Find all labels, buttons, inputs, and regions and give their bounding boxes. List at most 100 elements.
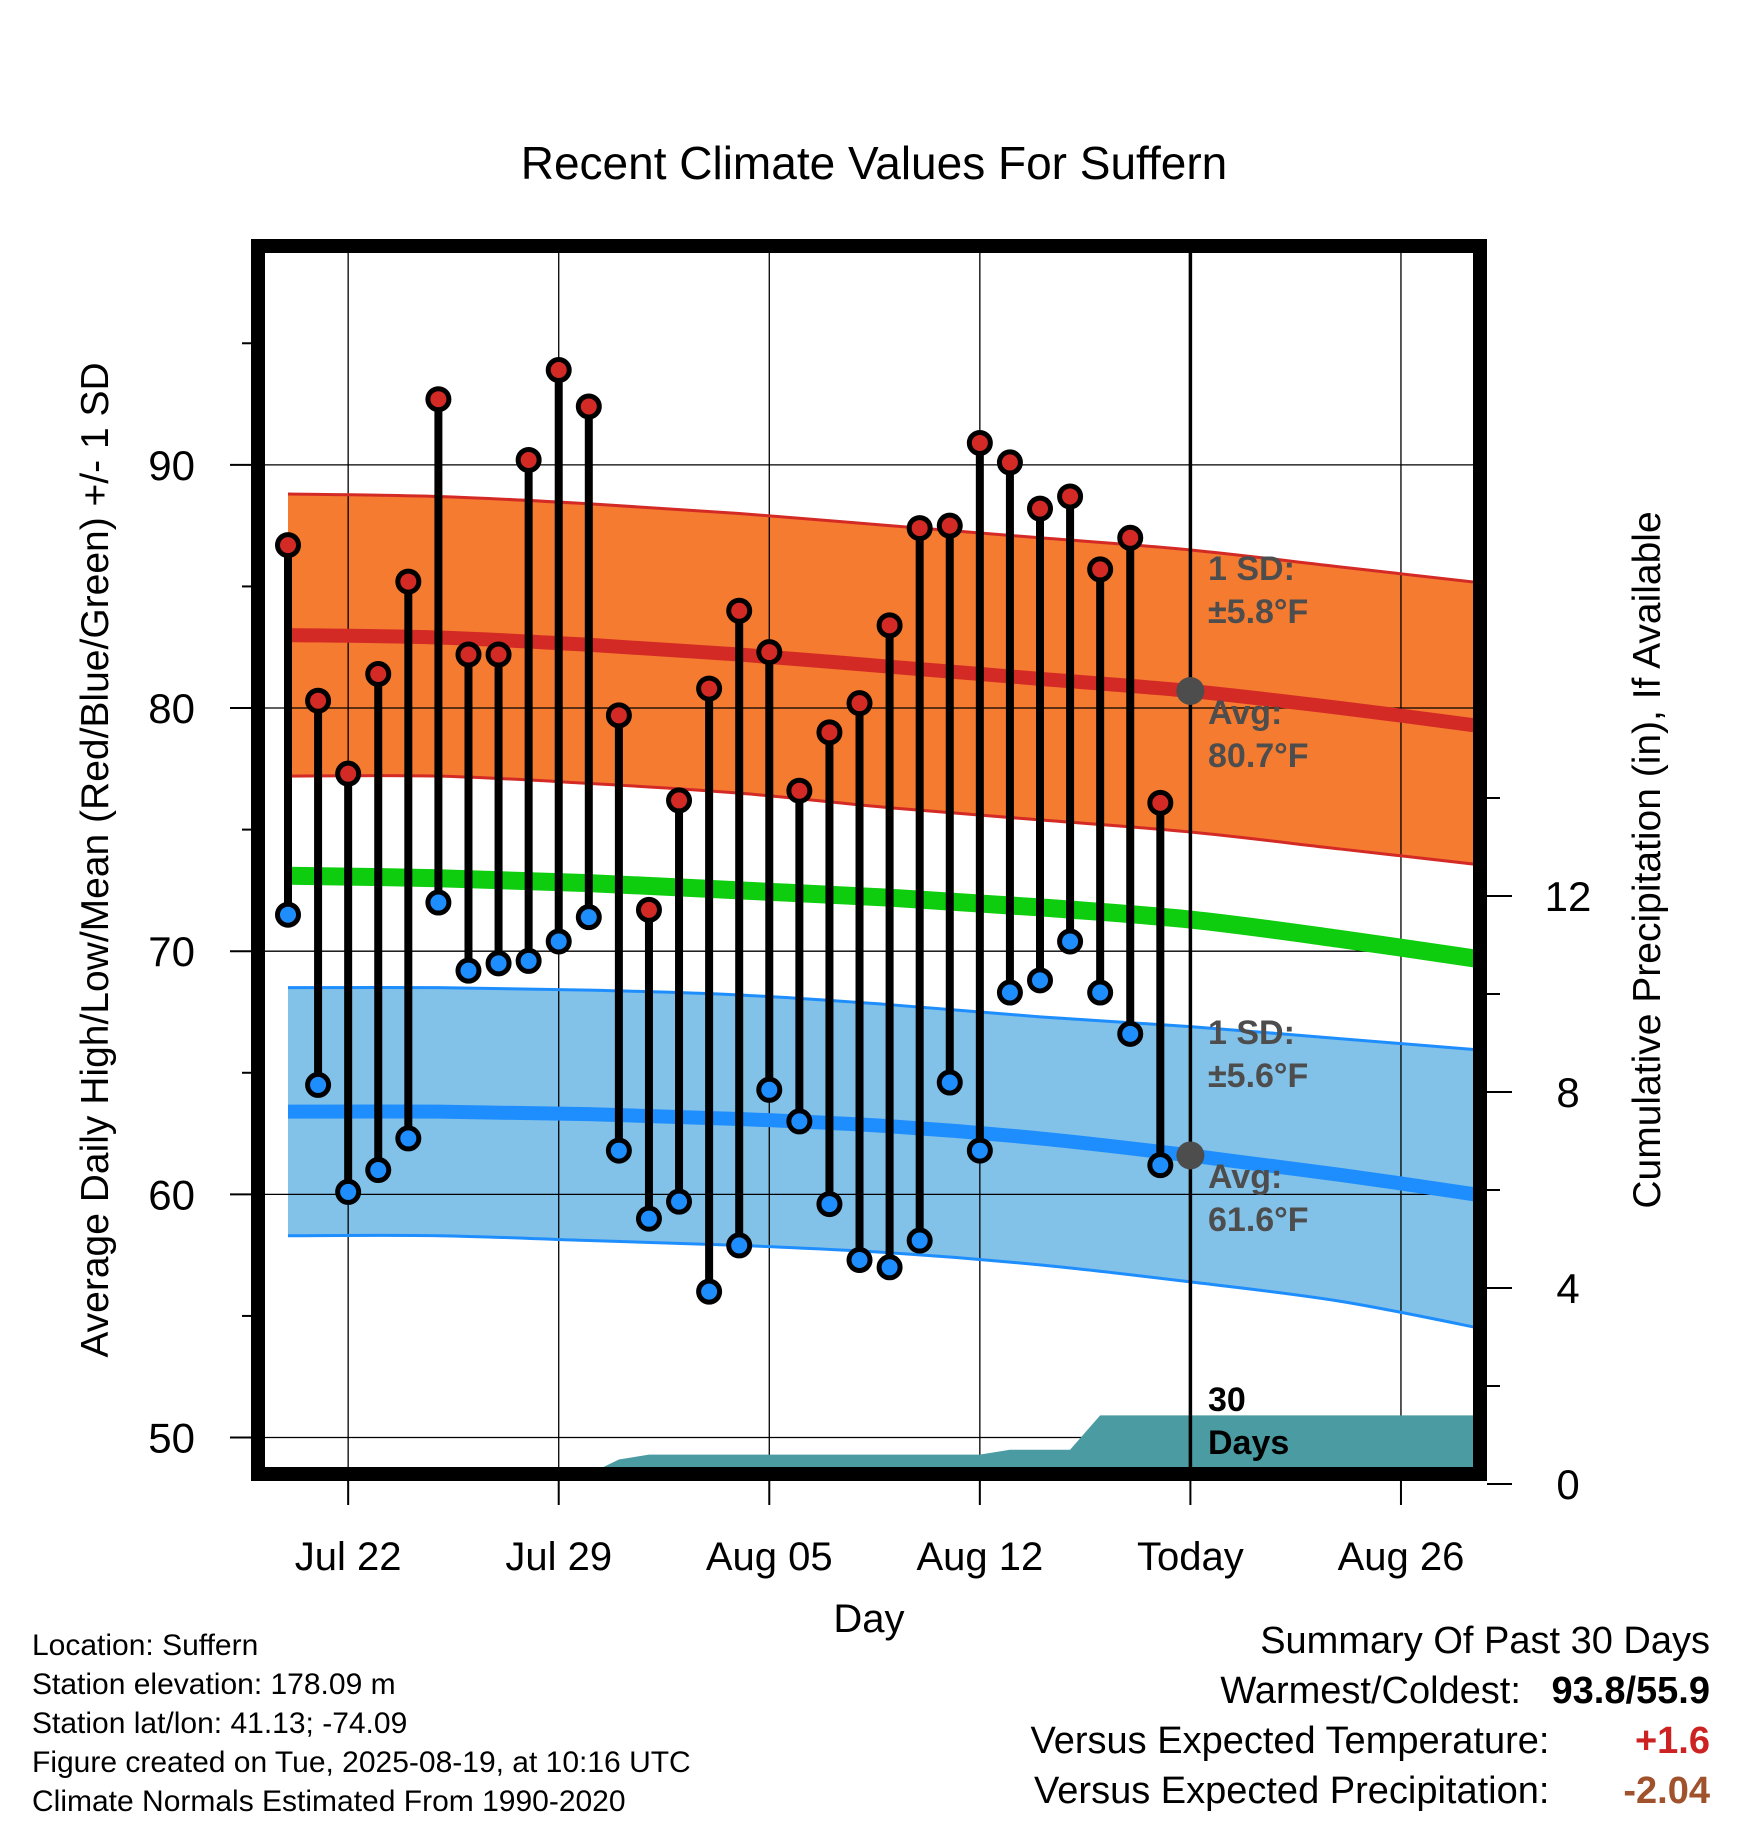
low-point xyxy=(305,1071,332,1098)
chart-title: Recent Climate Values For Suffern xyxy=(521,137,1228,189)
high-point xyxy=(876,612,903,639)
axes: 50 60 70 80 90 0 4 8 12 Jul 22 Jul 29 Aug 05 Aug 12 T… xyxy=(74,342,1669,1641)
high-point xyxy=(305,687,332,714)
location-text: Location: Suffern xyxy=(32,1629,259,1662)
y-left-tick-label: 60 xyxy=(148,1171,195,1218)
high-point xyxy=(365,660,392,687)
high-point xyxy=(485,641,512,668)
y-left-tick-label: 90 xyxy=(148,442,195,489)
high-point xyxy=(666,787,693,814)
warmest-value: 93.8 xyxy=(1551,1670,1626,1712)
low-point xyxy=(726,1232,753,1259)
low-avg-label: Avg: 61.6°F xyxy=(1208,1158,1309,1239)
y-left-axis-title: Average Daily High/Low/Mean (Red/Blue/Gr… xyxy=(74,362,117,1357)
high-point xyxy=(726,597,753,624)
high-sd-label: 1 SD: ±5.8°F xyxy=(1208,550,1308,631)
high-point xyxy=(936,512,963,539)
high-point xyxy=(515,446,542,473)
low-point xyxy=(575,904,602,931)
high-point xyxy=(575,393,602,420)
y-right-tick-label: 0 xyxy=(1556,1461,1579,1508)
x-tick-label: Aug 26 xyxy=(1338,1535,1465,1579)
x-tick-label: Aug 12 xyxy=(916,1535,1043,1579)
high-point xyxy=(545,357,572,384)
precip-value: -2.04 xyxy=(1623,1770,1710,1812)
low-point xyxy=(966,1137,993,1164)
low-avg-label-text: Avg: 61.6°F xyxy=(1208,1158,1309,1239)
high-avg-label-text: Avg: 80.7°F xyxy=(1208,694,1309,775)
high-point xyxy=(696,675,723,702)
low-point xyxy=(605,1137,632,1164)
precip-days-label: 30 Days xyxy=(1208,1381,1289,1462)
x-tick-label: Aug 05 xyxy=(706,1535,833,1579)
high-point xyxy=(275,532,301,559)
low-point xyxy=(906,1227,933,1254)
today-low-avg-marker xyxy=(1176,1141,1205,1170)
high-point xyxy=(906,515,933,542)
high-point xyxy=(846,690,873,717)
high-upper-edge xyxy=(287,492,1480,585)
low-point xyxy=(485,950,512,977)
low-point xyxy=(1147,1152,1174,1179)
low-point xyxy=(515,947,542,974)
low-point xyxy=(936,1069,963,1096)
high-point xyxy=(756,639,783,666)
precip-label: Versus Expected Precipitation: xyxy=(1034,1770,1550,1812)
x-tick-label: Jul 29 xyxy=(505,1535,612,1579)
high-point xyxy=(816,719,843,746)
annotations: 1 SD: ±5.8°F Avg: 80.7°F 1 SD: ±5.6°F Avg: 61.6… xyxy=(1208,550,1309,1462)
normals-text: Climate Normals Estimated From 1990-2020 xyxy=(32,1785,626,1818)
precip-row: Versus Expected Precipitation: -2.04 xyxy=(1031,1766,1710,1816)
low-point xyxy=(1057,928,1084,955)
low-point xyxy=(786,1108,813,1135)
low-point xyxy=(756,1076,783,1103)
low-sd-band xyxy=(288,987,1480,1329)
high-point xyxy=(966,429,993,456)
summary-panel: Summary Of Past 30 Days Warmest/Coldest:… xyxy=(1031,1616,1710,1816)
temp-row: Versus Expected Temperature: +1.6 xyxy=(1031,1716,1710,1766)
temp-label: Versus Expected Temperature: xyxy=(1030,1720,1550,1762)
high-point xyxy=(335,760,362,787)
low-point xyxy=(635,1205,662,1232)
daily-points xyxy=(275,357,1205,1305)
high-point xyxy=(455,641,482,668)
low-point xyxy=(1087,979,1114,1006)
plot-frame xyxy=(251,239,1487,1481)
high-point xyxy=(1027,495,1053,522)
warm-cold-value: 93.8/55.9 xyxy=(1552,1670,1711,1712)
low-point xyxy=(876,1254,903,1281)
high-sd-label-text: 1 SD: ±5.8°F xyxy=(1208,550,1308,631)
precipitation-area xyxy=(589,246,1480,1474)
station-info: Location: Suffern Station elevation: 178… xyxy=(32,1626,691,1821)
low-sd-label: 1 SD: ±5.6°F xyxy=(1208,1014,1308,1095)
precip-area xyxy=(589,1415,1480,1474)
high-point xyxy=(1057,483,1084,510)
high-point xyxy=(1117,524,1144,551)
warm-cold-slash: / xyxy=(1625,1670,1637,1712)
low-point xyxy=(455,957,482,984)
y-left-tick-label: 50 xyxy=(148,1415,195,1462)
low-point xyxy=(335,1178,362,1205)
created-text: Figure created on Tue, 2025-08-19, at 10… xyxy=(32,1746,691,1779)
low-point xyxy=(1117,1020,1144,1047)
plot-border xyxy=(251,239,1487,1481)
today-high-avg-marker xyxy=(1176,676,1205,705)
high-avg-label: Avg: 80.7°F xyxy=(1208,694,1309,775)
low-point xyxy=(846,1247,873,1274)
high-point xyxy=(635,896,662,923)
high-point xyxy=(605,702,632,729)
precip-days-label-text: 30 Days xyxy=(1208,1381,1289,1462)
x-tick-label: Today xyxy=(1137,1535,1244,1579)
temp-value: +1.6 xyxy=(1634,1720,1710,1762)
high-point xyxy=(1147,789,1174,816)
summary-title: Summary Of Past 30 Days xyxy=(1260,1620,1710,1662)
y-right-tick-label: 4 xyxy=(1556,1265,1579,1312)
high-point xyxy=(395,568,422,595)
low-point xyxy=(696,1278,723,1305)
low-point xyxy=(1027,967,1053,994)
latlon-text: Station lat/lon: 41.13; -74.09 xyxy=(32,1707,408,1740)
low-point xyxy=(545,928,572,955)
high-point xyxy=(996,449,1023,476)
y-left-tick-label: 70 xyxy=(148,928,195,975)
